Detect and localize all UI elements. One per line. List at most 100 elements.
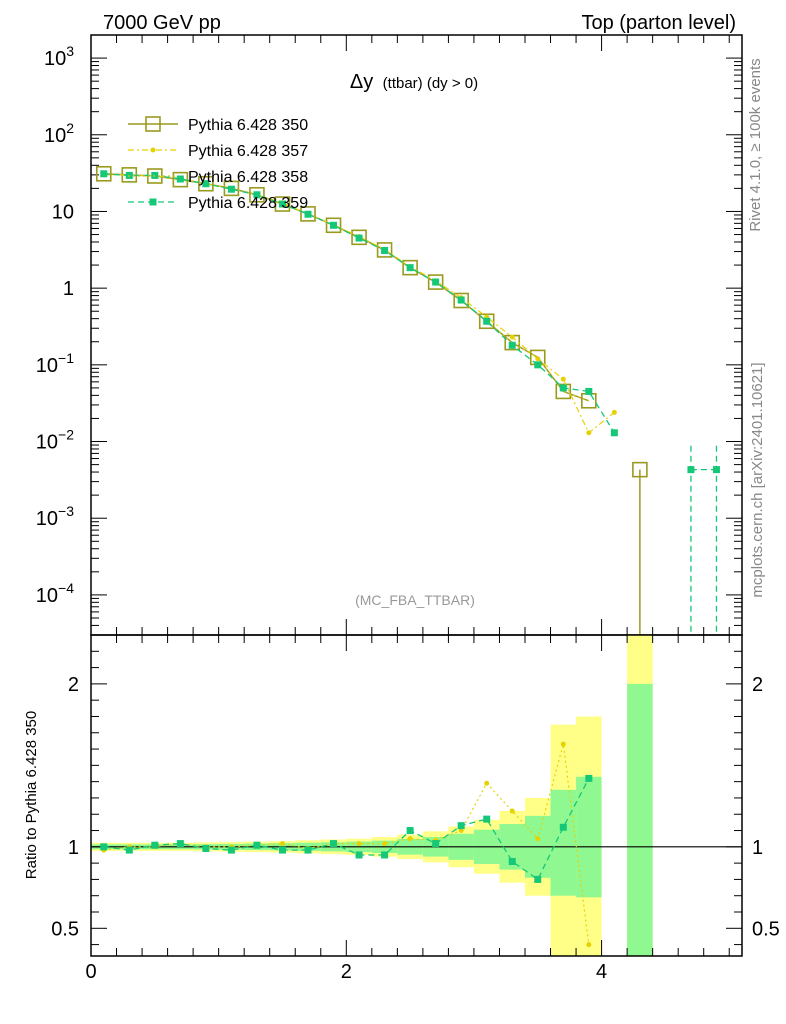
ratio-ylabel: Ratio to Pythia 6.428 350 [23,711,40,879]
rivet-label: Rivet 4.1.0, ≥ 100k events [747,58,764,231]
main-data-point [457,296,465,304]
main-ytick-base: 10 [44,125,66,147]
main-ytick-base: 10 [36,585,58,607]
energy-label: 7000 GeV pp [103,12,221,34]
ratio-frame [90,634,743,957]
main-data-point [559,384,567,392]
main-data-point [483,317,491,325]
main-series-line [104,174,640,470]
ratio-band-green [576,776,602,898]
main-data-point [355,234,363,242]
main-ytick-base: 10 [36,432,58,454]
legend-entry: Pythia 6.428 359 [128,195,308,212]
main-ytick-base: 10 [44,48,66,70]
main-ytick-exp: −1 [58,350,74,366]
ratio-band-green [627,683,653,956]
ratio-data-point [534,875,542,883]
main-data-point [402,259,418,276]
main-data-point [278,200,286,208]
ratio-data-point [585,774,593,782]
main-data-point [300,206,316,222]
main-series-line [103,173,590,402]
main-data-point [100,170,108,178]
legend-label: Pythia 6.428 358 [188,169,308,186]
main-data-point [535,356,541,362]
main-ytick-label: 102 [44,120,74,147]
main-series-group [95,165,720,635]
main-ytick-base: 10 [36,355,58,377]
ratio-ytick-label-right: 2 [752,674,763,696]
main-series-1 [95,165,648,478]
main-ytick-label: 1 [63,278,74,300]
main-data-point [330,221,338,229]
main-ytick-exp: −3 [58,503,74,519]
legend-label: Pythia 6.428 350 [188,117,308,134]
ratio-data-point [560,741,566,747]
ratio-data-point [278,846,286,854]
ratio-xtick-label: 2 [341,961,352,983]
legend-label: Pythia 6.428 359 [188,195,308,212]
ratio-data-point [535,836,541,842]
ratio-series-group [100,635,640,948]
main-data-point [351,229,367,246]
main-data-point [198,175,214,192]
ratio-band-green [550,789,577,896]
chart-title: Δy (ttbar) (dy > 0) [350,71,478,93]
title-sub: (ttbar) (dy > 0) [383,75,478,92]
main-error-bars [639,445,718,635]
main-data-point [432,278,440,286]
ratio-data-point [202,844,210,852]
process-label: Top (parton level) [581,12,736,34]
main-data-point [478,313,495,330]
main-data-point [376,242,393,258]
ratio-ytick-label: 0.5 [51,918,79,940]
main-data-point [585,387,593,395]
ratio-data-point [509,808,515,814]
ratio-data-point [253,841,261,849]
legend-swatch-marker [149,198,157,206]
main-data-point [534,361,542,369]
ratio-axis-ticks: 0.5 0.5 1 1 2 2 0 2 4 [51,635,780,983]
main-data-point [227,185,235,193]
main-series-3 [103,173,590,402]
main-ytick-base: 10 [36,508,58,530]
title-main: Δy [350,71,373,93]
main-data-point [325,217,342,234]
ratio-ytick-label-right: 1 [752,837,763,859]
legend-entry: Pythia 6.428 357 [128,143,308,160]
main-data-point [508,341,516,349]
main-data-point [453,292,469,309]
ratio-data-point [483,815,491,823]
main-ytick-label: 10 [52,201,74,223]
legend-swatch-marker [145,116,161,132]
main-data-point [586,430,592,436]
main-ytick-label: 10−1 [36,350,74,377]
ratio-data-point [407,836,413,842]
legend-entry: Pythia 6.428 350 [128,116,308,134]
ratio-xtick-label: 0 [85,961,96,983]
ratio-data-point [279,841,285,847]
ratio-series-line [103,778,590,881]
ratio-data-point [586,942,592,948]
main-data-point [249,186,265,203]
main-data-point [202,180,210,188]
legend-entry: Pythia 6.428 358 [128,169,308,186]
main-ytick-base: 10 [52,201,74,223]
ratio-data-point [176,840,184,848]
ratio-data-point [458,828,464,834]
ratio-panel [91,635,742,956]
main-series-line [103,173,717,471]
main-ytick-label: 10−2 [36,427,74,454]
ratio-data-point [100,843,108,851]
main-series-line [103,174,615,434]
main-ytick-base: 1 [63,278,74,300]
ratio-data-point [559,823,567,831]
main-ytick-label: 103 [44,43,74,70]
main-data-point [253,191,261,199]
legend-swatch-marker [150,147,156,153]
ratio-data-point [381,851,389,859]
ratio-data-point [382,841,388,847]
ratio-data-point [125,846,133,854]
main-data-point [406,264,414,272]
ratio-xtick-label: 4 [596,961,607,983]
